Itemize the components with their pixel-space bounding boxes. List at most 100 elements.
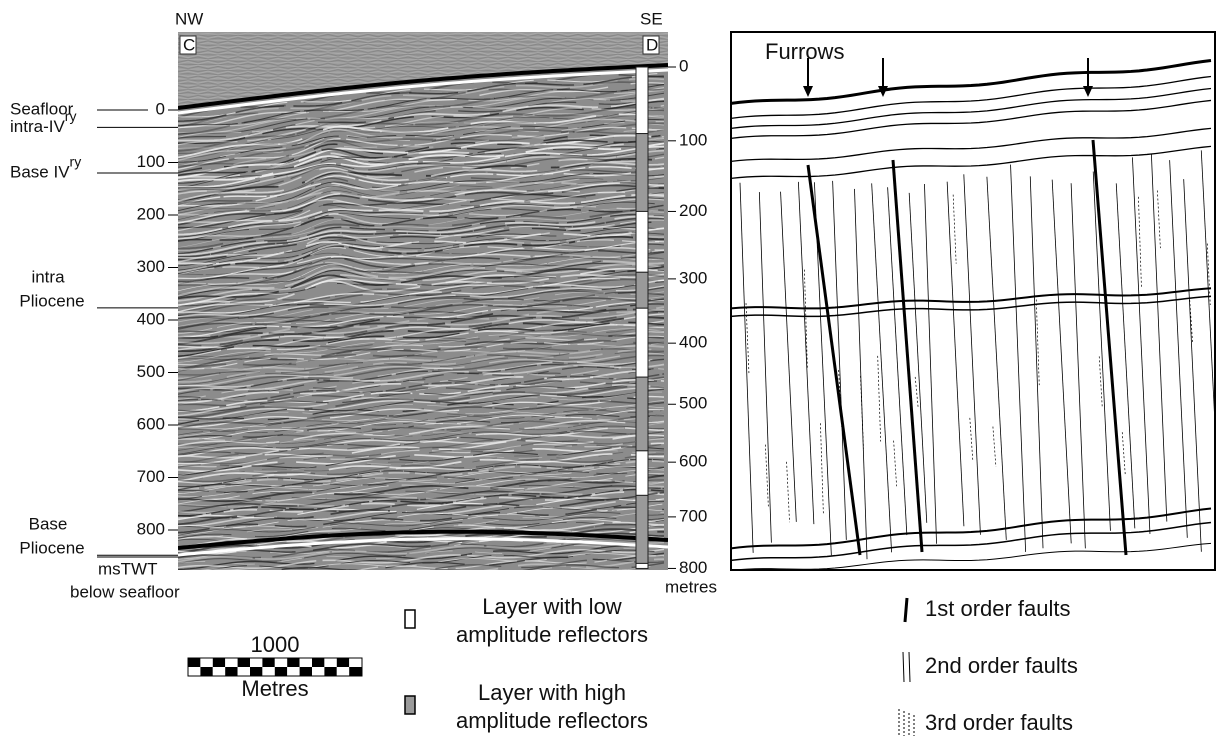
reflector — [178, 399, 665, 430]
reflector — [178, 376, 665, 407]
reflector — [178, 173, 665, 216]
reflector — [178, 129, 665, 174]
scale-cell — [237, 667, 250, 676]
reflector — [178, 413, 665, 441]
reflector — [178, 87, 665, 129]
reflector — [178, 164, 665, 204]
scale-cell — [349, 658, 362, 667]
reflector — [178, 341, 665, 376]
layer-label: Layer with high — [478, 680, 626, 705]
reflector — [178, 321, 665, 358]
horizon — [731, 507, 1212, 550]
reflector — [178, 208, 665, 248]
fault-swatch — [902, 651, 905, 683]
scale-cell — [287, 658, 300, 667]
reflector — [178, 366, 665, 395]
fault-3rd — [952, 194, 957, 264]
scale-unit: Metres — [241, 676, 308, 701]
reflector — [178, 134, 665, 174]
fault-2nd — [1200, 150, 1216, 453]
noise-line — [178, 38, 668, 43]
fault-2nd — [963, 174, 981, 535]
reflector — [178, 455, 665, 484]
interpretation-panel — [731, 59, 1216, 570]
reflector — [178, 142, 665, 183]
reflector — [178, 479, 665, 507]
reflector — [178, 438, 665, 468]
reflector — [178, 339, 665, 372]
reflector — [178, 198, 665, 240]
fault-swatch — [903, 597, 909, 623]
reflector — [178, 211, 665, 251]
reflector — [178, 373, 665, 402]
fault-label: 2nd order faults — [925, 653, 1078, 678]
scale-cell — [250, 667, 263, 676]
scale-cell — [336, 667, 350, 676]
reflector — [178, 265, 665, 300]
se-label: SE — [640, 9, 663, 28]
fault-2nd — [780, 191, 797, 522]
reflector — [178, 306, 665, 339]
reflector — [178, 503, 665, 529]
reflector — [178, 379, 665, 412]
reflector — [178, 249, 665, 286]
fault-2nd — [908, 192, 928, 523]
fault-3rd — [1189, 300, 1194, 344]
fault-2nd — [1150, 153, 1168, 522]
reflector — [178, 269, 665, 307]
reflector — [178, 538, 665, 559]
fault-3rd — [969, 417, 974, 461]
twt-tick-label: 300 — [137, 257, 165, 276]
scale-cell — [262, 667, 275, 676]
horizon — [731, 542, 1212, 570]
twt-tick-label: 100 — [137, 152, 165, 171]
reflector — [178, 469, 665, 497]
seismic-image — [178, 32, 668, 570]
reflector — [178, 334, 665, 370]
furrow-arrowhead — [1083, 86, 1093, 97]
reflector — [532, 563, 665, 570]
reflector — [178, 387, 665, 420]
reflector — [178, 348, 665, 381]
reflector — [178, 309, 665, 345]
reflector — [178, 367, 665, 399]
twt-unit: msTWT — [98, 559, 157, 578]
reflector — [178, 421, 665, 451]
reflector — [178, 84, 665, 127]
reflector — [178, 460, 665, 490]
reflector — [178, 465, 665, 494]
reflector — [178, 233, 665, 273]
scale-cell — [188, 658, 201, 667]
reflector — [178, 129, 665, 169]
fault-1st — [1091, 139, 1128, 556]
furrows-label: Furrows — [765, 39, 844, 64]
noise-line — [178, 57, 668, 62]
fault-3rd — [1157, 190, 1161, 249]
reflector — [178, 316, 665, 353]
reflector — [178, 201, 665, 242]
reflector — [178, 146, 665, 189]
reflector — [178, 122, 665, 167]
fault-swatch — [908, 651, 911, 683]
reflector — [178, 512, 665, 536]
scale-cell — [262, 658, 275, 667]
noise-line — [178, 49, 668, 54]
reflector — [178, 391, 665, 423]
reflector — [178, 77, 665, 125]
scale-cell — [200, 658, 213, 667]
reflector — [178, 335, 665, 370]
reflector — [178, 273, 665, 307]
reflector — [178, 467, 665, 493]
fault-1st — [891, 159, 924, 553]
reflector — [178, 341, 665, 371]
reflector — [178, 161, 665, 202]
scale-cell — [225, 667, 238, 676]
scale-cell — [299, 658, 312, 667]
fault-3rd — [765, 444, 769, 507]
reflector — [178, 191, 665, 232]
reflector — [178, 260, 665, 297]
noise-line — [178, 61, 668, 65]
reflector — [178, 187, 665, 229]
reflector — [355, 555, 665, 570]
